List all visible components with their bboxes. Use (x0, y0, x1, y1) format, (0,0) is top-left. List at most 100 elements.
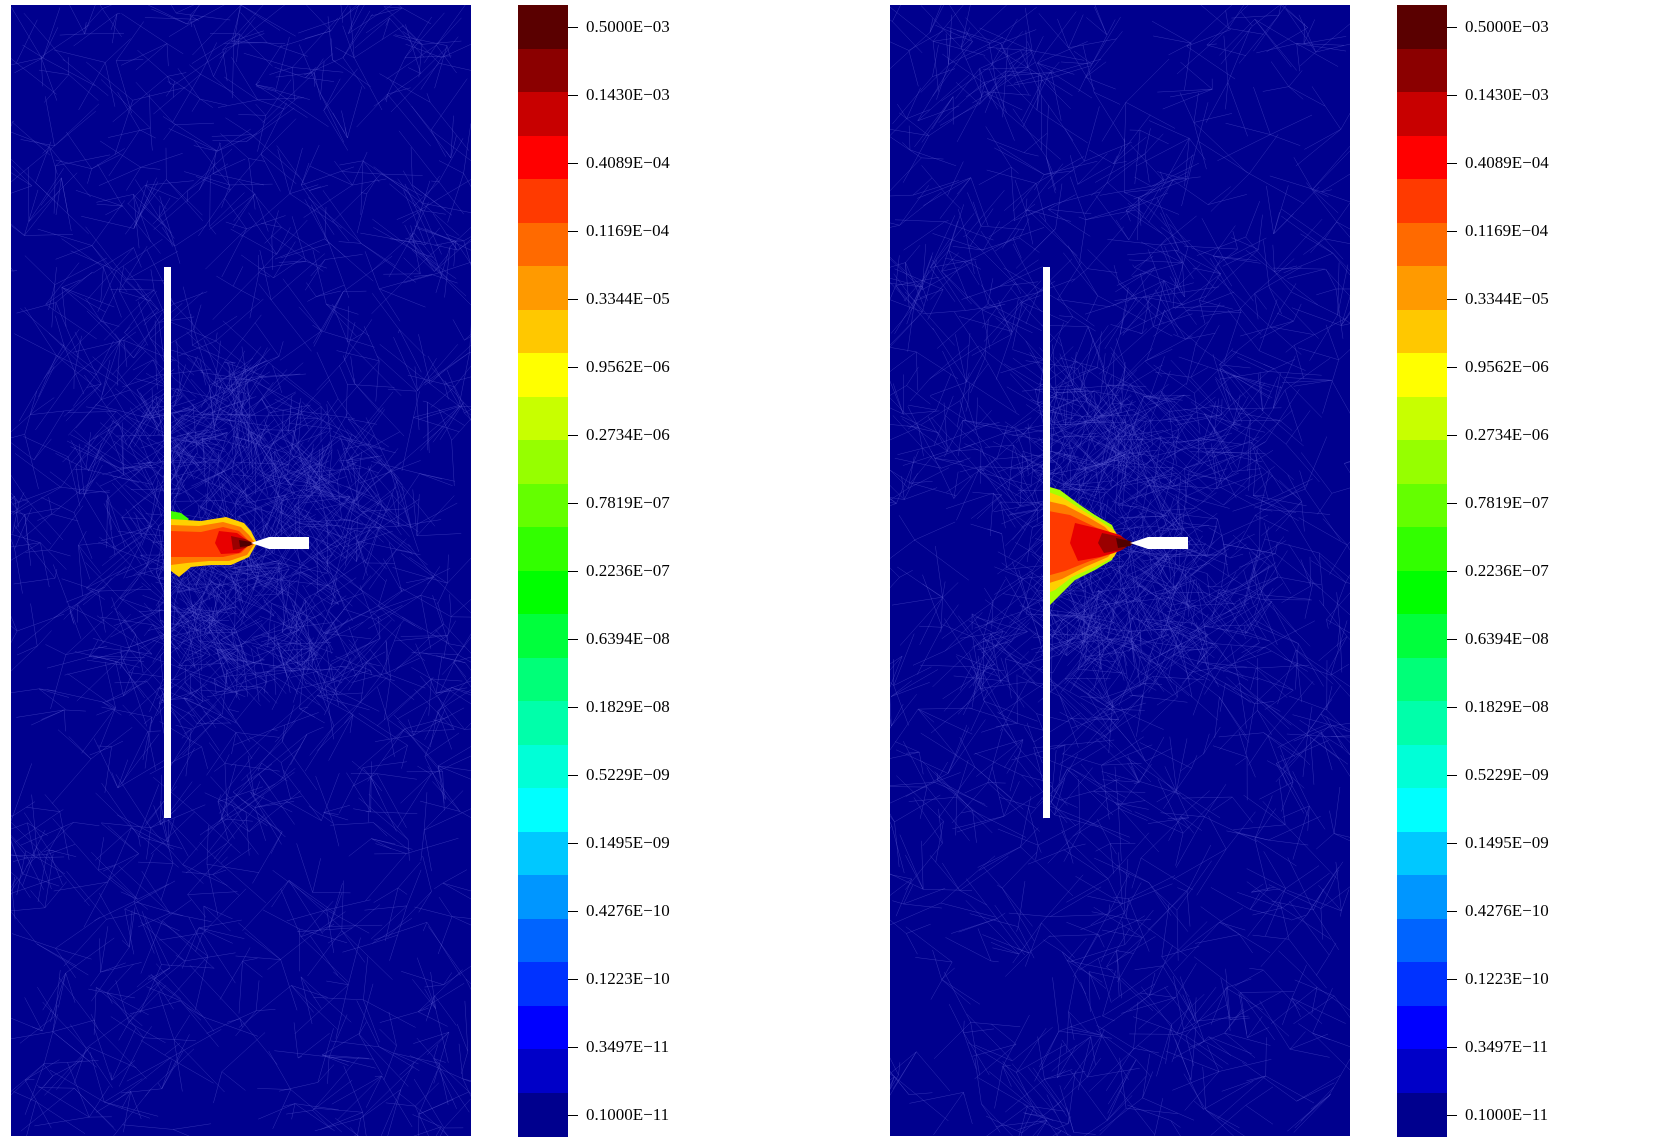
colorbar-tick (568, 1115, 578, 1116)
colorbar-tick (1447, 1047, 1457, 1048)
colorbar-tick-label: 0.1223E−10 (586, 969, 670, 989)
colorbar-tick-label: 0.9562E−06 (1465, 357, 1549, 377)
colorbar-tick (1447, 435, 1457, 436)
colorbar-tick (568, 367, 578, 368)
colorbar-tick-label: 0.2236E−07 (1465, 561, 1549, 581)
colorbar-band (1397, 5, 1447, 49)
colorbar-tick-label: 0.7819E−07 (1465, 493, 1549, 513)
colorbar-tick-label: 0.7819E−07 (586, 493, 670, 513)
colorbar-tick-label: 0.4276E−10 (586, 901, 670, 921)
colorbar-tick (568, 231, 578, 232)
colorbar-tick-label: 0.5000E−03 (1465, 17, 1549, 37)
colorbar-tick-label: 0.5229E−09 (586, 765, 670, 785)
colorbar-band (518, 136, 568, 180)
colorbar-tick (568, 707, 578, 708)
colorbar-tick-label: 0.3344E−05 (1465, 289, 1549, 309)
colorbar-left (518, 5, 568, 1136)
colorbar-tick-label: 0.3344E−05 (586, 289, 670, 309)
colorbar-tick-label: 0.1829E−08 (1465, 697, 1549, 717)
colorbar-band (518, 658, 568, 702)
colorbar-tick (1447, 27, 1457, 28)
colorbar-tick-label: 0.6394E−08 (1465, 629, 1549, 649)
colorbar-tick-label: 0.4089E−04 (586, 153, 670, 173)
colorbar-band (1397, 1006, 1447, 1050)
colorbar-band (518, 353, 568, 397)
colorbar-tick-label: 0.1430E−03 (1465, 85, 1549, 105)
colorbar-tick-label: 0.3497E−11 (1465, 1037, 1548, 1057)
colorbar-band (1397, 701, 1447, 745)
colorbar-band (518, 1093, 568, 1137)
colorbar-band (518, 5, 568, 49)
colorbar-tick-label: 0.4276E−10 (1465, 901, 1549, 921)
vertical-fracture (164, 267, 171, 818)
colorbar-band (1397, 875, 1447, 919)
colorbar-tick (568, 435, 578, 436)
colorbar-band (518, 919, 568, 963)
colorbar-band (1397, 614, 1447, 658)
colorbar-band (518, 440, 568, 484)
colorbar-tick-label: 0.4089E−04 (1465, 153, 1549, 173)
colorbar-band (1397, 962, 1447, 1006)
colorbar-tick-label: 0.2236E−07 (586, 561, 670, 581)
colorbar-band (1397, 1049, 1447, 1093)
colorbar-tick-label: 0.2734E−06 (586, 425, 670, 445)
colorbar-tick-label: 0.1495E−09 (1465, 833, 1549, 853)
colorbar-band (1397, 571, 1447, 615)
colorbar-tick (1447, 231, 1457, 232)
colorbar-tick (568, 571, 578, 572)
colorbar-band (518, 788, 568, 832)
colorbar-band (518, 962, 568, 1006)
colorbar-band (1397, 310, 1447, 354)
colorbar-band (1397, 179, 1447, 223)
colorbar-band (1397, 484, 1447, 528)
colorbar-tick (568, 639, 578, 640)
colorbar-tick-label: 0.1169E−04 (1465, 221, 1548, 241)
colorbar-band (518, 745, 568, 789)
colorbar-tick-label: 0.1000E−11 (586, 1105, 669, 1125)
colorbar-band (1397, 527, 1447, 571)
colorbar-tick-label: 0.2734E−06 (1465, 425, 1549, 445)
colorbar-band (518, 701, 568, 745)
colorbar-band (1397, 658, 1447, 702)
mesh-left (11, 5, 471, 1136)
colorbar-band (1397, 919, 1447, 963)
colorbar-tick (1447, 707, 1457, 708)
colorbar-tick (568, 911, 578, 912)
colorbar-band (1397, 223, 1447, 267)
vertical-fracture (1043, 267, 1050, 818)
colorbar-right (1397, 5, 1447, 1136)
colorbar-band (1397, 49, 1447, 93)
colorbar-tick (1447, 367, 1457, 368)
colorbar-band (518, 527, 568, 571)
colorbar-band (1397, 397, 1447, 441)
colorbar-band (518, 266, 568, 310)
colorbar-band (1397, 266, 1447, 310)
colorbar-tick (1447, 503, 1457, 504)
colorbar-band (518, 223, 568, 267)
colorbar-band (1397, 136, 1447, 180)
colorbar-band (1397, 832, 1447, 876)
colorbar-band (1397, 440, 1447, 484)
contour-plot-right (890, 5, 1350, 1136)
colorbar-tick (568, 503, 578, 504)
colorbar-tick (568, 1047, 578, 1048)
colorbar-tick (568, 95, 578, 96)
colorbar-tick (1447, 163, 1457, 164)
colorbar-band (518, 310, 568, 354)
colorbar-band (518, 49, 568, 93)
colorbar-tick (568, 979, 578, 980)
colorbar-tick (568, 163, 578, 164)
colorbar-tick-label: 0.1829E−08 (586, 697, 670, 717)
colorbar-tick-label: 0.1495E−09 (586, 833, 670, 853)
colorbar-tick-label: 0.1430E−03 (586, 85, 670, 105)
colorbar-band (518, 875, 568, 919)
colorbar-tick (1447, 843, 1457, 844)
colorbar-band (518, 397, 568, 441)
colorbar-band (518, 832, 568, 876)
colorbar-tick (1447, 639, 1457, 640)
colorbar-band (1397, 745, 1447, 789)
colorbar-band (518, 92, 568, 136)
colorbar-band (518, 179, 568, 223)
colorbar-band (518, 1006, 568, 1050)
colorbar-tick (568, 843, 578, 844)
